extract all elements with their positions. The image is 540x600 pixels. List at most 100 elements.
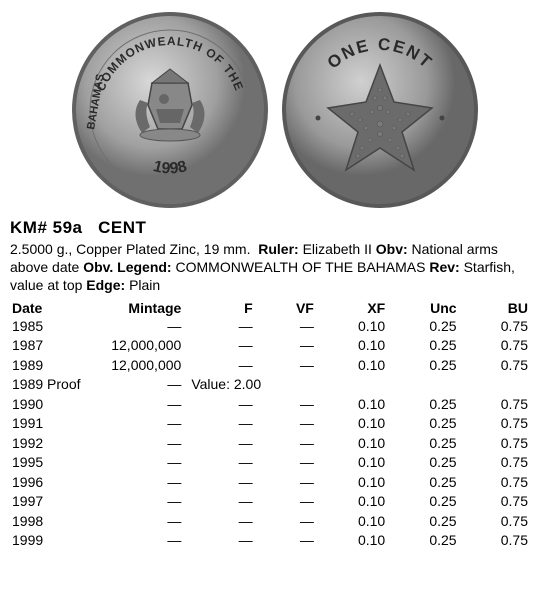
table-row: 1996———0.100.250.75 [10, 473, 530, 493]
cell-f: — [183, 356, 254, 376]
cell-date: 1990 [10, 395, 92, 415]
obv-label: Obv: [376, 241, 408, 257]
specs-text: 2.5000 g., Copper Plated Zinc, 19 mm. [10, 241, 250, 257]
cell-mintage: — [92, 317, 184, 337]
edge-label: Edge: [86, 277, 125, 293]
cell-bu: 0.75 [459, 531, 530, 551]
cell-vf: — [255, 336, 316, 356]
cell-f: — [183, 414, 254, 434]
cell-vf: — [255, 512, 316, 532]
cell-vf: — [255, 317, 316, 337]
table-row: 1995———0.100.250.75 [10, 453, 530, 473]
cell-unc: 0.25 [387, 531, 458, 551]
cell-bu: 0.75 [459, 434, 530, 454]
cell-date: 1991 [10, 414, 92, 434]
cell-mintage: — [92, 375, 184, 395]
cell-unc: 0.25 [387, 317, 458, 337]
table-row: 1989 Proof—Value: 2.00 [10, 375, 530, 395]
cell-unc: 0.25 [387, 512, 458, 532]
cell-xf: 0.10 [316, 473, 387, 493]
cell-mintage: 12,000,000 [92, 356, 184, 376]
cell-date: 1992 [10, 434, 92, 454]
cell-f: — [183, 395, 254, 415]
cell-unc: 0.25 [387, 395, 458, 415]
cell-vf: — [255, 395, 316, 415]
cell-mintage: — [92, 414, 184, 434]
km-number: KM# 59a [10, 218, 82, 237]
catalog-header: KM# 59a CENT [10, 218, 530, 238]
obv-legend-label: Obv. Legend: [83, 259, 171, 275]
cell-bu: 0.75 [459, 336, 530, 356]
cell-f: — [183, 336, 254, 356]
cell-bu: 0.75 [459, 414, 530, 434]
coin-images-row: COMMONWEALTH OF THE BAHAMAS 1998 [10, 10, 530, 210]
cell-bu: 0.75 [459, 512, 530, 532]
cell-bu: 0.75 [459, 356, 530, 376]
table-row: 1985———0.100.250.75 [10, 317, 530, 337]
table-row: 1997———0.100.250.75 [10, 492, 530, 512]
cell-vf: — [255, 414, 316, 434]
cell-mintage: 12,000,000 [92, 336, 184, 356]
cell-bu: 0.75 [459, 317, 530, 337]
table-row: 1999———0.100.250.75 [10, 531, 530, 551]
table-row: 1998———0.100.250.75 [10, 512, 530, 532]
cell-unc: 0.25 [387, 414, 458, 434]
table-row: 1992———0.100.250.75 [10, 434, 530, 454]
ruler-value: Elizabeth II [303, 241, 372, 257]
cell-date: 1999 [10, 531, 92, 551]
cell-mintage: — [92, 434, 184, 454]
cell-f: — [183, 473, 254, 493]
cell-f: — [183, 317, 254, 337]
cell-xf: 0.10 [316, 512, 387, 532]
cell-date: 1997 [10, 492, 92, 512]
table-row: 1990———0.100.250.75 [10, 395, 530, 415]
col-vf: VF [255, 299, 316, 317]
rev-label: Rev: [429, 259, 459, 275]
cell-date: 1989 [10, 356, 92, 376]
obv-legend-value: COMMONWEALTH OF THE BAHAMAS [176, 259, 426, 275]
cell-proof-value: Value: 2.00 [183, 375, 530, 395]
cell-f: — [183, 512, 254, 532]
table-row: 1991———0.100.250.75 [10, 414, 530, 434]
col-date: Date [10, 299, 92, 317]
cell-date: 1985 [10, 317, 92, 337]
cell-date: 1996 [10, 473, 92, 493]
cell-xf: 0.10 [316, 336, 387, 356]
cell-mintage: — [92, 395, 184, 415]
ruler-label: Ruler: [258, 241, 298, 257]
col-bu: BU [459, 299, 530, 317]
col-unc: Unc [387, 299, 458, 317]
cell-xf: 0.10 [316, 317, 387, 337]
mintage-table: Date Mintage F VF XF Unc BU 1985———0.100… [10, 299, 530, 551]
cell-unc: 0.25 [387, 336, 458, 356]
cell-unc: 0.25 [387, 473, 458, 493]
cell-mintage: — [92, 531, 184, 551]
cell-xf: 0.10 [316, 453, 387, 473]
coin-description: 2.5000 g., Copper Plated Zinc, 19 mm. Ru… [10, 240, 530, 295]
cell-mintage: — [92, 512, 184, 532]
cell-unc: 0.25 [387, 453, 458, 473]
edge-value: Plain [129, 277, 160, 293]
cell-bu: 0.75 [459, 473, 530, 493]
cell-vf: — [255, 453, 316, 473]
cell-f: — [183, 492, 254, 512]
cell-vf: — [255, 434, 316, 454]
cell-bu: 0.75 [459, 492, 530, 512]
cell-f: — [183, 531, 254, 551]
col-f: F [183, 299, 254, 317]
cell-xf: 0.10 [316, 434, 387, 454]
cell-date: 1989 Proof [10, 375, 92, 395]
coin-obverse: COMMONWEALTH OF THE BAHAMAS 1998 [70, 10, 270, 210]
cell-unc: 0.25 [387, 434, 458, 454]
cell-vf: — [255, 531, 316, 551]
cell-bu: 0.75 [459, 395, 530, 415]
table-row: 198712,000,000——0.100.250.75 [10, 336, 530, 356]
cell-vf: — [255, 356, 316, 376]
cell-xf: 0.10 [316, 395, 387, 415]
cell-xf: 0.10 [316, 414, 387, 434]
col-mintage: Mintage [92, 299, 184, 317]
coin-reverse: ONE CENT [280, 10, 480, 210]
cell-mintage: — [92, 453, 184, 473]
cell-vf: — [255, 473, 316, 493]
cell-unc: 0.25 [387, 356, 458, 376]
